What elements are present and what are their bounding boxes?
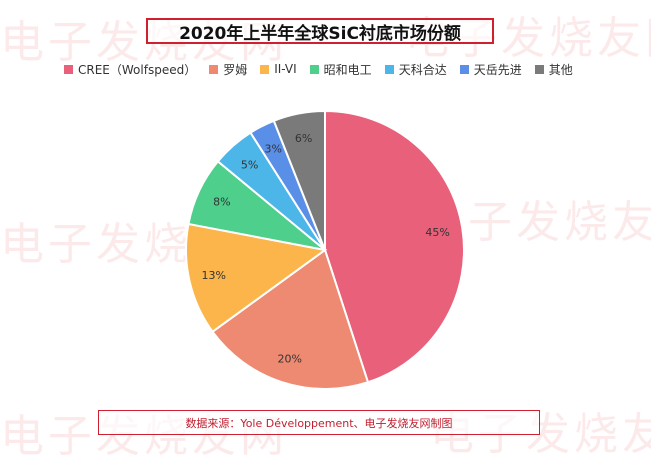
legend-label: CREE（Wolfspeed）: [78, 62, 197, 77]
legend-item: 昭和电工: [309, 61, 372, 78]
data-label: 3%: [265, 142, 282, 155]
legend-label: 罗姆: [223, 62, 248, 77]
legend-swatch: [209, 64, 219, 74]
legend-label: II-VI: [274, 62, 297, 76]
data-label: 8%: [213, 195, 230, 208]
chart-title: 2020年上半年全球SiC衬底市场份额: [146, 18, 494, 44]
source-note: 数据来源：Yole Développement、电子发烧友网制图: [98, 410, 540, 435]
pie-chart: 45% 20% 13% 8% 5% 3% 6%: [185, 109, 465, 390]
legend-label: 昭和电工: [323, 62, 372, 77]
legend-item: 其他: [534, 61, 573, 78]
legend-swatch: [309, 64, 319, 74]
legend-swatch: [384, 64, 394, 74]
legend-item: CREE（Wolfspeed）: [64, 61, 196, 78]
legend-label: 其他: [548, 62, 573, 77]
pie-slice: [324, 109, 465, 384]
legend-swatch: [260, 64, 270, 74]
pie-slice: [185, 222, 328, 334]
legend-item: 天岳先进: [459, 61, 522, 78]
legend-swatch: [459, 64, 469, 74]
legend-label: 天科合达: [398, 62, 447, 77]
data-label: 6%: [295, 132, 312, 145]
data-label: 20%: [278, 352, 302, 365]
legend-swatch: [64, 64, 73, 74]
data-label: 5%: [241, 159, 258, 172]
pie-slice: [272, 109, 326, 251]
legend-item: 天科合达: [384, 61, 447, 78]
chart-legend: CREE（Wolfspeed） 罗姆 II-VI 昭和电工 天科合达 天岳先进 其他: [64, 61, 573, 77]
data-label: 13%: [202, 269, 226, 282]
legend-swatch: [534, 64, 544, 74]
pie-slice: [211, 248, 370, 390]
legend-item: 罗姆: [209, 61, 247, 78]
legend-item: II-VI: [260, 62, 297, 76]
legend-label: 天岳先进: [473, 62, 522, 77]
data-label: 45%: [425, 226, 449, 239]
